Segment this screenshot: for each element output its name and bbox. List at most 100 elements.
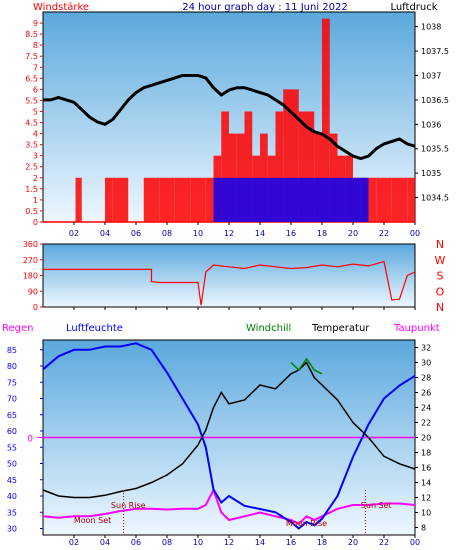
humidity-tick-label: 60 xyxy=(7,427,17,436)
pressure-tick-label: 1036 xyxy=(421,120,441,129)
gust-bar xyxy=(291,177,307,222)
direction-tick-label: 270 xyxy=(23,256,38,265)
wind-bar xyxy=(205,177,214,222)
wind-tick-label: 0.5 xyxy=(25,207,38,216)
wind-bar xyxy=(368,177,377,222)
wind-tick-label: 1 xyxy=(33,196,38,205)
hour-tick-label: 22 xyxy=(379,538,389,547)
humidity-tick-label: 30 xyxy=(7,525,17,534)
wind-tick-label: 7.5 xyxy=(25,52,38,61)
wind-tick-label: 8.5 xyxy=(25,30,38,39)
wind-tick-label: 7 xyxy=(33,63,38,72)
wind-direction-series xyxy=(43,260,416,306)
wind-tick-label: 6.5 xyxy=(25,74,38,83)
hour-tick-label: 16 xyxy=(286,229,296,238)
compass-label: S xyxy=(437,270,444,283)
hour-tick-label: 06 xyxy=(131,229,141,238)
temperature-tick-label: 18 xyxy=(421,449,431,458)
temperature-series xyxy=(42,342,416,530)
legend-rain: Regen xyxy=(2,323,34,334)
pressure-axis-title: Luftdruck xyxy=(390,2,437,13)
hour-tick-label: 18 xyxy=(317,229,327,238)
wind-bar xyxy=(283,89,291,222)
pressure-tick-label: 1035 xyxy=(421,169,441,178)
temperature-tick-label: 14 xyxy=(421,479,431,488)
wind-bar xyxy=(112,177,121,222)
wind-bar xyxy=(291,89,299,222)
pressure-tick-label: 1037 xyxy=(421,71,441,80)
temperature-tick-label: 24 xyxy=(421,404,431,413)
wind-bar xyxy=(151,177,160,222)
wind-tick-label: 4.5 xyxy=(25,119,38,128)
temperature-axes: 0 30 35 40 45 50 55 60 65 70 75 80 85 8 10 12 14 16 18 20 22… xyxy=(7,344,431,534)
temperature-tick-label: 28 xyxy=(421,374,431,383)
pressure-tick-label: 1035.5 xyxy=(421,145,449,154)
hour-tick-label: 10 xyxy=(193,229,203,238)
pressure-line xyxy=(43,74,416,161)
hour-tick-label: 04 xyxy=(100,229,110,238)
dewpoint-line xyxy=(42,487,416,526)
wind-tick-label: 4 xyxy=(33,130,38,139)
hour-tick-label: 16 xyxy=(286,538,296,547)
wind-pressure-series xyxy=(43,18,416,223)
temperature-tick-label: 30 xyxy=(421,359,431,368)
wind-pressure-axes: 0 0.5 1 1.5 2 2.5 3 3.5 4 4.5 5 5.5 6 6.5 7 7.5 8 8.5 9 103… xyxy=(25,19,449,227)
wind-bar xyxy=(198,177,206,222)
event-label: Moon Rise xyxy=(286,519,327,528)
hour-tick-label: 00 xyxy=(410,538,420,547)
hour-tick-label: 12 xyxy=(224,538,234,547)
wind-bar xyxy=(407,177,415,222)
hour-tick-label: 02 xyxy=(69,538,79,547)
compass-label: W xyxy=(435,254,446,267)
pressure-tick-label: 1037.5 xyxy=(421,47,449,56)
hour-tick-label: 08 xyxy=(162,229,172,238)
wind-axis-title: Windstärke xyxy=(33,2,89,13)
hour-tick-label: 22 xyxy=(379,229,389,238)
gust-bar xyxy=(306,177,322,222)
gust-bar xyxy=(213,177,229,222)
wind-bar xyxy=(75,177,82,222)
wind-bar xyxy=(399,177,408,222)
legend-temperature: Temperatur xyxy=(311,323,370,334)
hour-tick-label: 06 xyxy=(131,538,141,547)
wind-bar xyxy=(275,111,284,222)
wind-tick-label: 9 xyxy=(33,19,38,28)
humidity-tick-label: 75 xyxy=(7,378,17,387)
hour-tick-label: 12 xyxy=(224,229,234,238)
wind-tick-label: 8 xyxy=(33,41,38,50)
wind-tick-label: 3 xyxy=(33,152,38,161)
legend-dewpoint: Taupunkt xyxy=(393,323,440,334)
wind-bar xyxy=(167,177,175,222)
wind-tick-label: 1.5 xyxy=(25,185,38,194)
event-label: Sun Set xyxy=(361,501,392,510)
gust-bar xyxy=(244,177,260,222)
humidity-tick-label: 35 xyxy=(7,508,17,517)
rain-tick-label: 0 xyxy=(27,435,33,445)
gust-bar xyxy=(353,177,369,222)
gust-bar xyxy=(229,177,245,222)
direction-tick-label: 360 xyxy=(23,240,38,249)
temperature-tick-label: 32 xyxy=(421,344,431,353)
windchill-line xyxy=(290,357,323,375)
pressure-tick-label: 1036.5 xyxy=(421,96,449,105)
pressure-tick-label: 1038 xyxy=(421,23,441,32)
wind-tick-label: 2 xyxy=(33,174,38,183)
hour-tick-label: 00 xyxy=(410,229,420,238)
wind-bar xyxy=(105,177,113,222)
compass-label: O xyxy=(436,285,445,298)
gust-bar xyxy=(275,177,291,222)
temperature-tick-label: 22 xyxy=(421,419,431,428)
wind-bar xyxy=(182,177,191,222)
hour-tick-label: 08 xyxy=(162,538,172,547)
wind-bar xyxy=(190,177,198,222)
direction-tick-label: 180 xyxy=(23,272,38,281)
wind-tick-label: 2.5 xyxy=(25,163,38,172)
humidity-tick-label: 45 xyxy=(7,476,17,485)
hour-axis: 02 02 04 04 06 06 08 08 10 10 12 12 14 14 16 16 18 18 20 20… xyxy=(69,222,420,547)
temperature-tick-label: 16 xyxy=(421,464,431,473)
wind-bar xyxy=(159,177,167,222)
wind-bar xyxy=(391,177,400,222)
